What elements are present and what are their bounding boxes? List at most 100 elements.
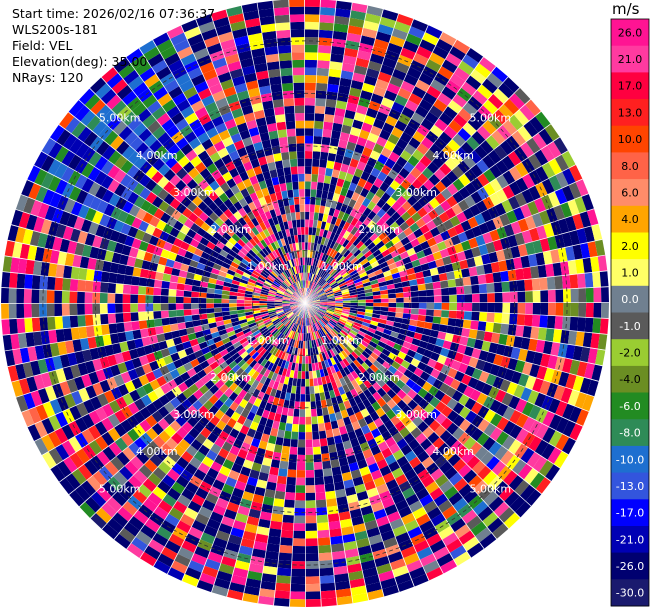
- ppi-gate: [284, 360, 290, 370]
- ppi-gate: [496, 174, 509, 189]
- ppi-gate: [379, 16, 397, 29]
- ppi-gate: [366, 527, 381, 538]
- ppi-gate: [183, 303, 192, 310]
- ppi-gate: [351, 592, 369, 604]
- ppi-gate: [280, 359, 287, 369]
- ppi-gate: [395, 474, 408, 486]
- ppi-gate: [299, 409, 305, 417]
- ppi-gate: [291, 347, 296, 355]
- ray-separator: [304, 13, 399, 304]
- ppi-gate: [332, 372, 339, 381]
- ppi-gate: [395, 532, 411, 545]
- ppi-gate: [447, 279, 457, 288]
- ppi-gate: [420, 263, 430, 272]
- ppi-gate: [55, 264, 65, 278]
- ppi-gate: [437, 442, 451, 456]
- ppi-gate: [314, 339, 320, 347]
- field-label: Field: VEL: [12, 38, 73, 53]
- ppi-gate: [322, 317, 329, 324]
- ppi-gate: [330, 459, 340, 469]
- ppi-gate: [176, 315, 185, 324]
- ppi-gate: [315, 267, 321, 276]
- ppi-gate: [453, 114, 468, 128]
- ppi-gate: [338, 318, 347, 324]
- ppi-gate: [300, 219, 305, 228]
- ppi-gate: [535, 166, 549, 182]
- ppi-gate: [289, 158, 298, 167]
- ppi-gate: [295, 316, 300, 325]
- ray-separator: [304, 302, 542, 495]
- ppi-gate: [341, 271, 350, 279]
- ppi-gate: [290, 166, 298, 175]
- ppi-gate: [404, 519, 419, 532]
- ray-separator: [304, 47, 471, 304]
- ppi-gate: [340, 70, 354, 80]
- ppi-gate: [270, 513, 283, 523]
- ppi-gate: [324, 391, 331, 400]
- ppi-gate: [24, 317, 33, 333]
- ppi-gate: [576, 228, 588, 245]
- ppi-gate: [290, 576, 305, 585]
- ray-separator: [304, 178, 583, 304]
- ppi-gate: [309, 211, 315, 220]
- ppi-gate: [477, 274, 487, 285]
- ppi-gate: [305, 515, 317, 524]
- ppi-gate: [453, 326, 463, 336]
- ppi-gate: [251, 548, 266, 559]
- ppi-gate: [342, 338, 351, 346]
- ppi-gate: [385, 409, 396, 420]
- ppi-gate: [443, 486, 459, 500]
- ppi-gate: [367, 376, 377, 386]
- ppi-gate: [377, 341, 387, 349]
- ppi-gate: [314, 393, 321, 402]
- ppi-gate: [363, 389, 372, 399]
- ppi-gate: [456, 87, 473, 102]
- ppi-gate: [341, 310, 350, 315]
- ppi-gate: [532, 378, 544, 393]
- ppi-gate: [298, 432, 305, 440]
- ppi-gate: [461, 81, 477, 96]
- ppi-gate: [322, 316, 330, 323]
- ppi-gate: [314, 204, 321, 213]
- ppi-gate: [305, 219, 310, 228]
- ppi-gate: [353, 395, 362, 405]
- ppi-gate: [294, 393, 301, 402]
- ppi-gate: [448, 492, 463, 506]
- ppi-gate: [548, 175, 562, 192]
- ppi-gate: [331, 250, 338, 259]
- ppi-gate: [265, 442, 275, 452]
- ppi-gate: [305, 386, 310, 395]
- ppi-gate: [439, 480, 454, 494]
- ppi-gate: [268, 130, 279, 140]
- ppi-gate: [340, 329, 348, 337]
- ppi-gate: [339, 518, 353, 529]
- ppi-gate: [342, 308, 350, 313]
- ppi-gate: [287, 461, 297, 470]
- ppi-gate: [401, 487, 416, 500]
- ppi-gate: [570, 288, 579, 303]
- ppi-gate: [349, 17, 365, 28]
- ppi-gate: [291, 44, 305, 53]
- ppi-gate: [375, 407, 386, 418]
- ppi-gate: [221, 307, 230, 312]
- ppi-gate: [553, 137, 568, 155]
- ppi-gate: [296, 135, 305, 144]
- ppi-gate: [535, 111, 551, 129]
- ppi-gate: [349, 329, 358, 336]
- colorbar-tick-label: -4.0: [619, 373, 640, 386]
- ppi-gate: [262, 425, 272, 436]
- ppi-gate: [452, 497, 468, 512]
- ppi-gate: [274, 7, 290, 16]
- ppi-gate: [482, 437, 496, 451]
- ppi-gate: [369, 184, 380, 195]
- ppi-gate: [335, 379, 343, 389]
- ppi-gate: [334, 309, 343, 313]
- ppi-gate: [328, 184, 337, 193]
- ppi-gate: [364, 334, 373, 341]
- ppi-gate: [550, 342, 561, 357]
- ppi-gate: [521, 230, 533, 244]
- ppi-gate: [339, 77, 353, 88]
- ppi-gate: [343, 230, 351, 240]
- ppi-gate: [494, 312, 503, 324]
- ppi-gate: [77, 314, 86, 327]
